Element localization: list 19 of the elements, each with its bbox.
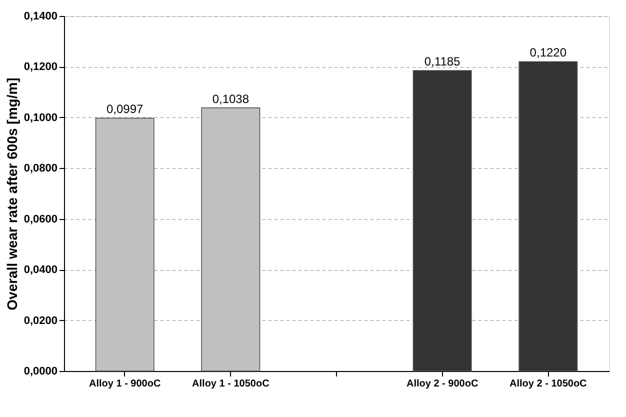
y-tick-label: 0,0600 (24, 213, 58, 226)
y-tick-label: 0,1400 (24, 10, 58, 22)
data-label: 0,1220 (530, 46, 567, 60)
y-tick-label: 0,0200 (24, 314, 58, 327)
data-label: 0,0997 (106, 102, 144, 116)
x-tick-label: Alloy 1 - 1050oC (192, 378, 270, 390)
bar (518, 61, 578, 372)
y-tick-label: 0,0000 (24, 366, 58, 378)
x-tick-label: Alloy 1 - 900oC (89, 378, 161, 390)
data-label: 0,1038 (212, 92, 250, 106)
y-axis-title: Overall wear rate after 600s [mg/m] (4, 78, 20, 310)
x-tick-label: Alloy 2 - 1050oC (510, 378, 587, 390)
y-tick-label: 0,0400 (24, 264, 58, 276)
data-label: 0,1185 (424, 54, 461, 69)
y-tick-label: 0,1200 (24, 61, 58, 74)
x-tick-label: Alloy 2 - 900oC (406, 378, 478, 390)
bar (412, 70, 472, 372)
y-tick-label: 0,0800 (24, 162, 58, 175)
y-tick-label: 0,1000 (24, 112, 58, 124)
